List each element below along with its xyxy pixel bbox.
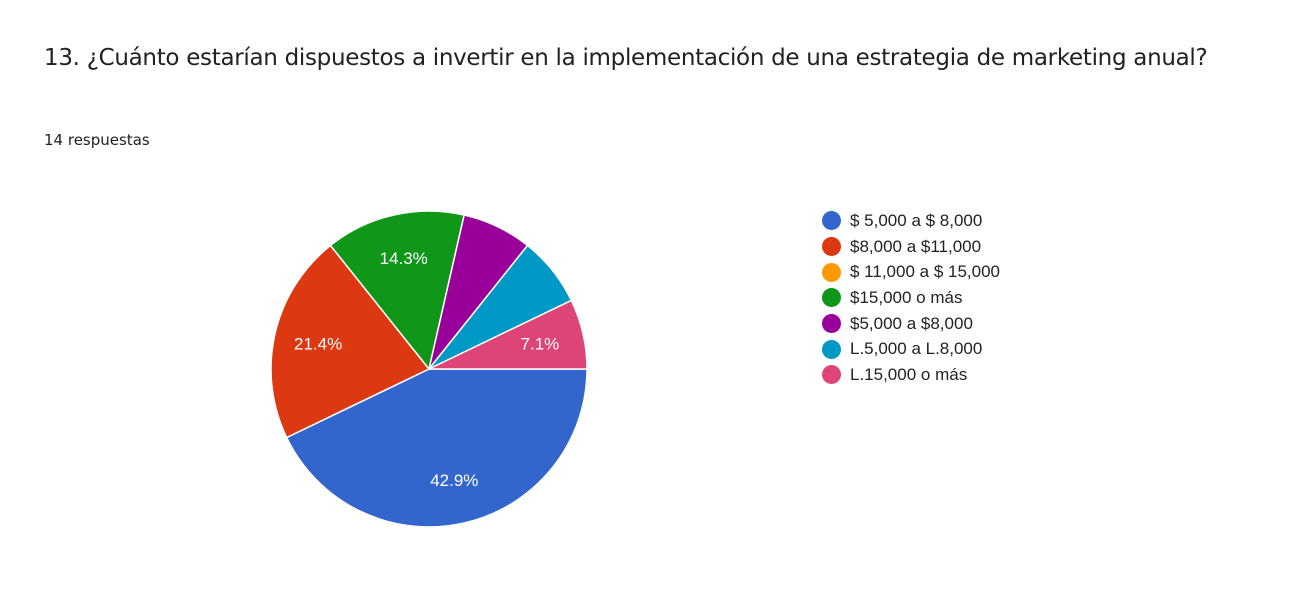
- legend-color-dot-icon: [822, 314, 841, 334]
- legend-label: L.15,000 o más: [850, 364, 968, 384]
- legend-item[interactable]: $5,000 a $8,000: [822, 311, 1000, 337]
- pie-slice[interactable]: [329, 210, 466, 371]
- legend-label: $8,000 a $11,000: [850, 236, 982, 256]
- legend-item[interactable]: $ 11,000 a $ 15,000: [822, 259, 1000, 285]
- legend-item[interactable]: L.5,000 a L.8,000: [822, 336, 1000, 362]
- chart-legend: $ 5,000 a $ 8,000 $8,000 a $11,000 $ 11,00…: [822, 208, 1000, 388]
- slice-label: 7.1%: [521, 335, 560, 354]
- slice-label: 14.3%: [380, 249, 428, 268]
- slice-label: 21.4%: [294, 335, 342, 354]
- legend-label: $15,000 o más: [850, 287, 963, 307]
- legend-color-dot-icon: [822, 365, 841, 385]
- legend-label: $ 11,000 a $ 15,000: [850, 262, 1000, 282]
- legend-label: L.5,000 a L.8,000: [850, 339, 983, 359]
- legend-color-dot-icon: [822, 262, 841, 282]
- legend-color-dot-icon: [822, 288, 841, 308]
- pie-slice[interactable]: [428, 299, 588, 370]
- legend-item[interactable]: $ 5,000 a $ 8,000: [822, 208, 1000, 234]
- pie-slice[interactable]: [285, 368, 588, 528]
- response-count: 14 respuestas: [44, 131, 150, 149]
- legend-color-dot-icon: [822, 211, 841, 231]
- legend-color-dot-icon: [822, 237, 841, 257]
- slice-label: 42.9%: [430, 471, 478, 490]
- legend-color-dot-icon: [822, 339, 841, 359]
- legend-item[interactable]: L.15,000 o más: [822, 362, 1000, 388]
- legend-label: $5,000 a $8,000: [850, 313, 973, 333]
- question-title: 13. ¿Cuánto estarían dispuestos a invert…: [44, 45, 1208, 71]
- legend-item[interactable]: $15,000 o más: [822, 285, 1000, 311]
- pie-slice[interactable]: [270, 244, 431, 439]
- legend-label: $ 5,000 a $ 8,000: [850, 210, 983, 230]
- legend-item[interactable]: $8,000 a $11,000: [822, 234, 1000, 260]
